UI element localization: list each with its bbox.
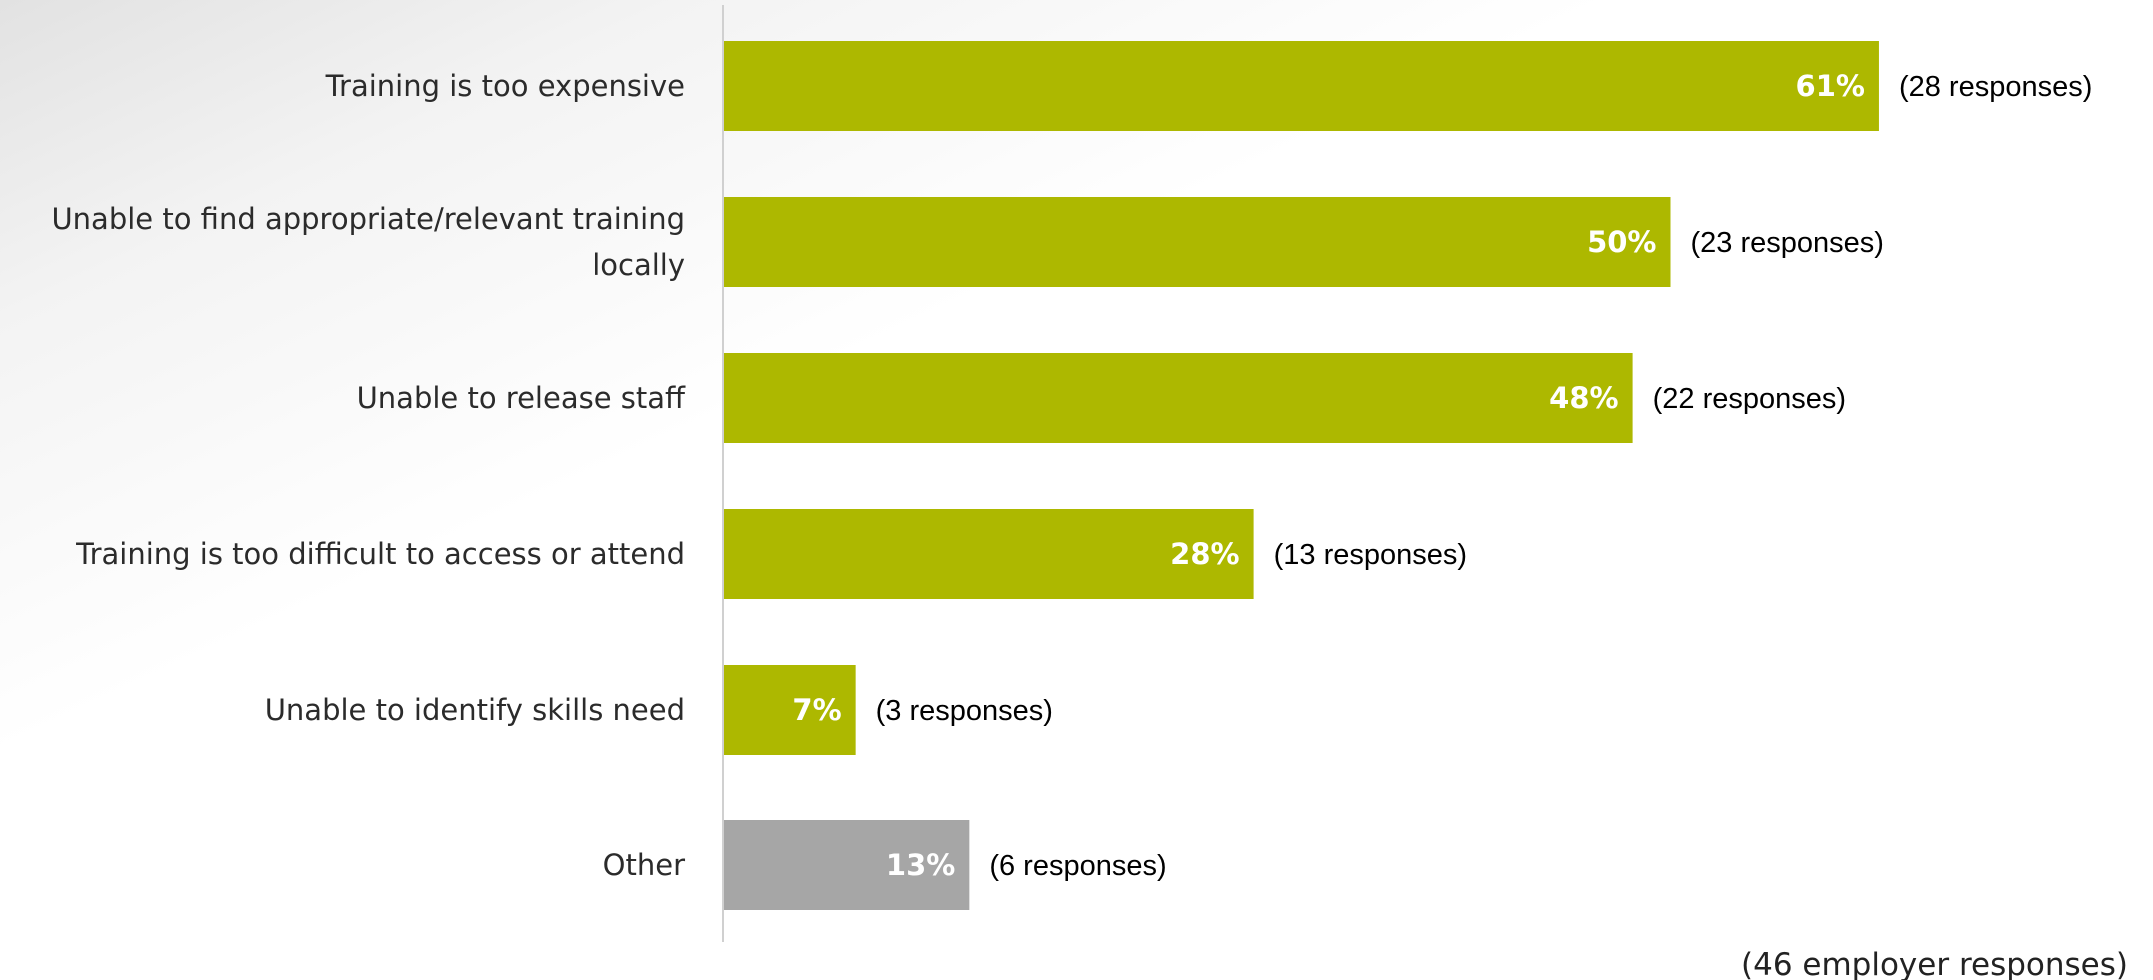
bar — [723, 509, 1254, 599]
category-label: Training is too expensive — [325, 69, 685, 103]
bar — [723, 353, 1633, 443]
category-label: Training is too difficult to access or a… — [75, 537, 685, 571]
bar-response-count-label: (13 responses) — [1274, 539, 1467, 571]
bar — [723, 197, 1671, 287]
category-label: Unable to identify skills need — [265, 693, 685, 727]
bar-response-count-label: (23 responses) — [1691, 227, 1884, 259]
category-label: Unable to release staff — [357, 381, 686, 415]
bar-value-label: 7% — [792, 693, 841, 727]
bar — [723, 41, 1879, 131]
bars-group — [723, 41, 1879, 910]
bar-value-label: 61% — [1796, 69, 1865, 103]
category-label: Other — [603, 848, 685, 882]
bar-response-count-label: (22 responses) — [1653, 383, 1846, 415]
labels-group: 61% (28 responses) Training is too expensi… — [51, 69, 2092, 882]
bar-value-label: 13% — [886, 848, 955, 882]
footnote-total-responses: (46 employer responses) — [1741, 947, 2128, 980]
bar-value-label: 50% — [1587, 225, 1656, 259]
bar-value-label: 28% — [1170, 537, 1239, 571]
category-label: locally — [592, 248, 685, 282]
bar-value-label: 48% — [1549, 381, 1618, 415]
bar-response-count-label: (6 responses) — [989, 850, 1166, 882]
category-label: Unable to find appropriate/relevant trai… — [51, 202, 685, 236]
bar — [723, 820, 970, 910]
bar-response-count-label: (28 responses) — [1899, 71, 2092, 103]
bar-response-count-label: (3 responses) — [876, 695, 1053, 727]
bar — [723, 665, 856, 755]
